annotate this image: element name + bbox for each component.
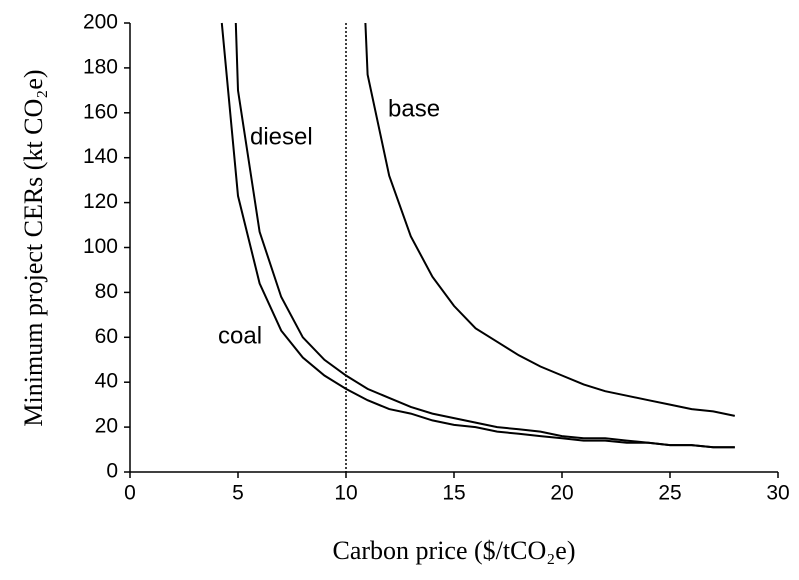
x-tick-label: 15 (442, 482, 465, 505)
series-line (364, 22, 736, 417)
y-tick-label: 60 (95, 325, 118, 348)
series-label: diesel (250, 123, 313, 150)
y-tick-label: 120 (83, 190, 118, 213)
series-line (234, 22, 735, 449)
y-axis-label: Minimum project CERs (kt CO₂e) (19, 69, 48, 426)
y-tick-label: 200 (83, 11, 118, 34)
x-tick-label: 5 (232, 482, 244, 505)
x-tick-label: 20 (550, 482, 573, 505)
y-tick-label: 0 (106, 460, 118, 483)
x-tick-label: 0 (124, 482, 136, 505)
y-tick-label: 180 (83, 55, 118, 78)
series-label: coal (218, 322, 262, 349)
x-axis-label: Carbon price ($/tCO₂e) (333, 536, 576, 565)
y-tick-label: 20 (95, 415, 118, 438)
series-line (220, 22, 735, 449)
y-tick-label: 100 (83, 235, 118, 258)
x-tick-label: 10 (334, 482, 357, 505)
y-tick-label: 40 (95, 370, 118, 393)
y-tick-label: 80 (95, 280, 118, 303)
x-tick-label: 25 (658, 482, 681, 505)
y-tick-label: 140 (83, 145, 118, 168)
y-tick-label: 160 (83, 100, 118, 123)
x-tick-label: 30 (766, 482, 789, 505)
series-label: base (388, 95, 440, 122)
